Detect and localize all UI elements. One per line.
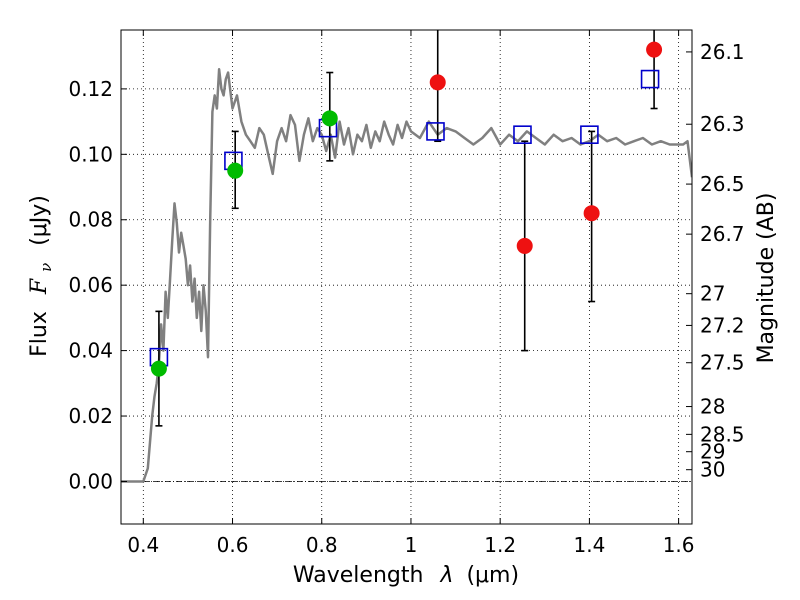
y-tick-label: 0.06 bbox=[68, 273, 113, 297]
x-tick-label: 1.4 bbox=[573, 533, 605, 557]
detection-points-layer bbox=[150, 41, 663, 377]
y-tick-label: 0.00 bbox=[68, 469, 113, 493]
y-tick-label: 0.08 bbox=[68, 208, 113, 232]
y-tick-label: 0.10 bbox=[68, 142, 113, 166]
spectrum-line bbox=[121, 68, 692, 483]
y-tick-label: 0.02 bbox=[68, 404, 113, 428]
right-tick-label: 26.3 bbox=[700, 112, 745, 136]
right-tick-label: 30 bbox=[700, 458, 725, 482]
right-tick-label: 27.2 bbox=[700, 313, 745, 337]
y-axis-label-subscript: ν bbox=[37, 263, 55, 272]
y-axis-label-symbol: F bbox=[27, 278, 52, 295]
x-tick-label: 0.8 bbox=[306, 533, 338, 557]
x-axis-label: Wavelength λ (μm) bbox=[293, 563, 519, 588]
axis-ticks: 0.4 0.6 0.8 1 1.2 1.4 1.6 0.00 0.02 0.04 0.06 0.08 0… bbox=[68, 30, 745, 557]
right-tick-label: 28.5 bbox=[700, 422, 745, 446]
nir-detection-point bbox=[516, 237, 533, 254]
x-tick-label: 0.6 bbox=[217, 533, 249, 557]
nir-detection-point bbox=[646, 41, 663, 58]
model-photometry-layer bbox=[149, 69, 660, 367]
spectrum-layer bbox=[121, 68, 692, 483]
grid-lines bbox=[121, 30, 692, 524]
y-axis-label-text: Flux bbox=[27, 311, 52, 357]
model-photometry-square bbox=[426, 122, 445, 141]
y-tick-label: 0.04 bbox=[68, 339, 113, 363]
model-photometry-square bbox=[640, 69, 660, 89]
x-axis-label-text: Wavelength bbox=[293, 563, 424, 588]
optical-detection-point bbox=[150, 360, 167, 377]
right-axis-label: Magnitude (AB) bbox=[754, 193, 779, 364]
right-tick-label: 27 bbox=[700, 282, 725, 306]
error-bar-layer bbox=[155, 30, 658, 427]
x-tick-label: 1.2 bbox=[484, 533, 516, 557]
right-tick-label: 26.5 bbox=[700, 172, 745, 196]
optical-detection-point bbox=[321, 110, 338, 127]
x-axis-label-unit: (μm) bbox=[466, 563, 519, 588]
nir-detection-point bbox=[583, 205, 600, 222]
right-tick-label: 28 bbox=[700, 395, 725, 419]
model-photometry-square bbox=[580, 125, 599, 144]
optical-detection-point bbox=[227, 162, 244, 179]
right-tick-label: 26.7 bbox=[700, 222, 745, 246]
x-tick-label: 1.6 bbox=[663, 533, 695, 557]
model-photometry-square bbox=[513, 125, 532, 144]
x-axis-label-symbol: λ bbox=[439, 563, 453, 588]
x-tick-label: 1 bbox=[405, 533, 418, 557]
x-tick-label: 0.4 bbox=[127, 533, 159, 557]
right-tick-label: 26.1 bbox=[700, 40, 745, 64]
right-tick-label: 27.5 bbox=[700, 351, 745, 375]
nir-detection-point bbox=[429, 74, 446, 91]
plot-frame bbox=[120, 29, 693, 525]
y-axis-label: Flux F ν (μJy) bbox=[27, 195, 57, 357]
y-axis-label-unit: (μJy) bbox=[27, 195, 52, 246]
right-tick-label: 29 bbox=[700, 440, 725, 464]
y-tick-label: 0.12 bbox=[68, 77, 113, 101]
